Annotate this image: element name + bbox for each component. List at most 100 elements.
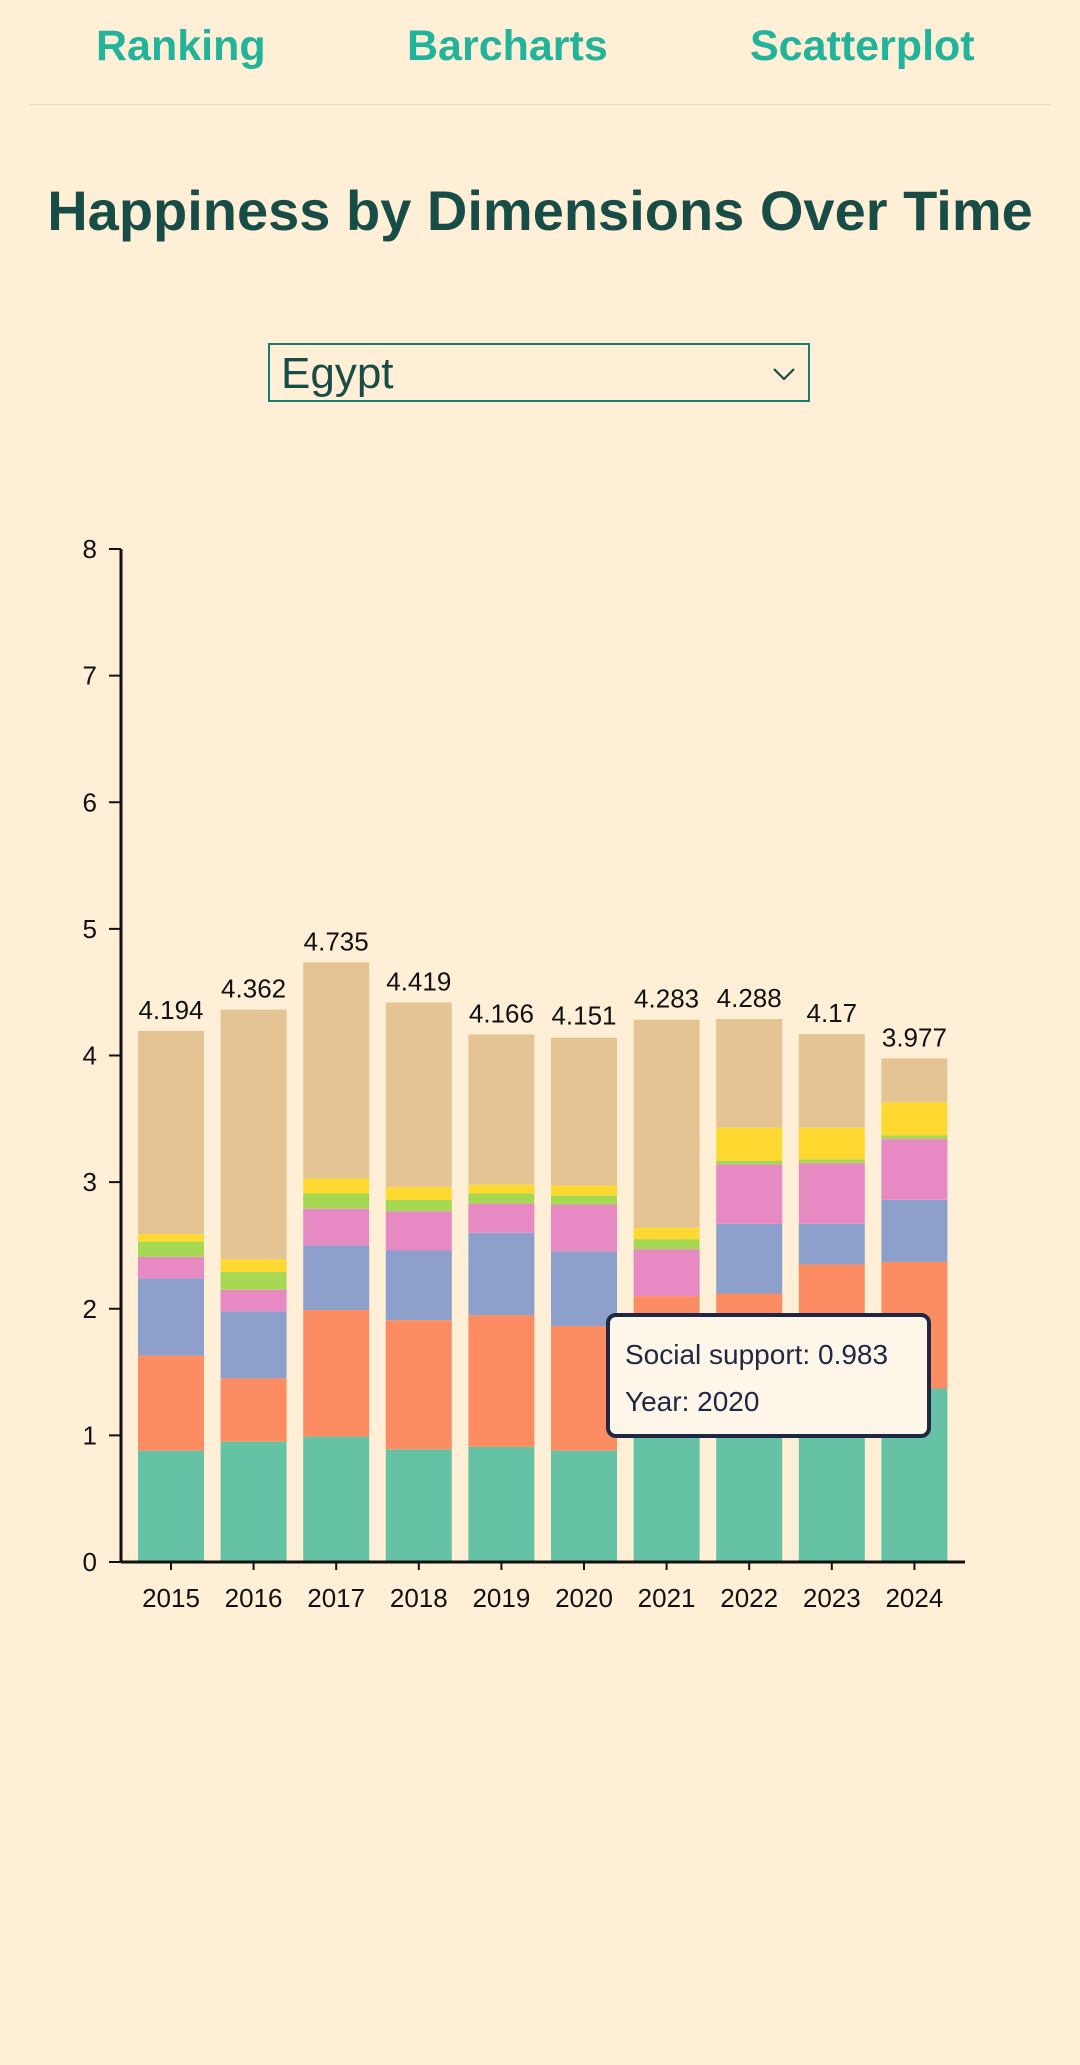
y-tick-label: 6 [83, 787, 97, 817]
bar-segment [303, 962, 370, 1179]
bar-segment [138, 1355, 204, 1451]
bar-segment [551, 1037, 617, 1186]
bar-segment [798, 1159, 865, 1164]
bar-segment [468, 1193, 535, 1204]
bar-segment [551, 1204, 617, 1252]
bar-segment [138, 1241, 204, 1257]
y-tick-label: 5 [83, 914, 97, 944]
bar-segment [881, 1135, 948, 1140]
bar-segment [881, 1102, 948, 1136]
stacked-bar-chart: 4.194 2 0 1 5 4.362 2016 4.735 2017 4.419 2018 4.16… [83, 534, 965, 1613]
bar-segment [716, 1160, 783, 1165]
bar-segment [468, 1184, 535, 1194]
bar-segment [303, 1193, 370, 1209]
bar-total-label: 4.17 [806, 998, 857, 1028]
y-tick-label: 8 [83, 534, 97, 564]
bar-segment [303, 1208, 370, 1246]
bar-segment [385, 1320, 452, 1450]
x-tick-label: 2022 [720, 1583, 778, 1613]
x-tick-label: 2023 [803, 1583, 861, 1613]
bar-segment [551, 1450, 617, 1562]
page-title: Happiness by Dimensions Over Time [47, 179, 1033, 242]
nav-scatterplot-link[interactable]: Scatterplot [750, 22, 975, 70]
bar-segment [220, 1289, 287, 1312]
bar-segment [633, 1239, 700, 1250]
bar-segment [798, 1223, 865, 1265]
bar-segment [798, 1127, 865, 1160]
bar-segment [633, 1227, 700, 1240]
bar-segment [303, 1310, 370, 1437]
bar-segment [220, 1009, 287, 1260]
country-select[interactable]: Egypt [268, 343, 810, 402]
bar-segment [220, 1441, 287, 1562]
bar-segment [385, 1449, 452, 1562]
x-tick-label: 2017 [307, 1583, 365, 1613]
bar-segment [138, 1234, 204, 1242]
bar-segment [468, 1203, 535, 1233]
bar-segment [716, 1164, 783, 1224]
bar-segment [716, 1019, 783, 1128]
bar-segment [716, 1127, 783, 1161]
y-tick-label: 2 [83, 1294, 97, 1324]
bar-segment [468, 1446, 535, 1562]
bar-segment [220, 1378, 287, 1442]
y-tick-label: 3 [83, 1167, 97, 1197]
bar-total-label: 4.419 [386, 966, 451, 996]
bar-segment [551, 1195, 617, 1205]
bar-total-label: 4.283 [634, 984, 699, 1014]
x-tick-label: 2016 [225, 1583, 283, 1613]
bar-segment [881, 1199, 948, 1262]
bar-total-label: 4.288 [717, 983, 782, 1013]
bar-total-label: 4.362 [221, 974, 286, 1004]
bar-total-label: 4.194 [138, 995, 203, 1025]
bar-segment [138, 1450, 204, 1562]
x-tick-label: 2019 [472, 1583, 530, 1613]
bar-segment [716, 1223, 783, 1294]
bar-segment [220, 1311, 287, 1379]
bar-segment [385, 1211, 452, 1251]
bar-segment [551, 1251, 617, 1327]
y-tick-label: 4 [83, 1041, 97, 1071]
x-tick-label: 2020 [555, 1583, 613, 1613]
bar-segment [385, 1199, 452, 1212]
top-nav: Ranking Barcharts Scatterplot [29, 0, 1051, 105]
bar-segment [468, 1034, 535, 1185]
bar-segment [303, 1245, 370, 1311]
bar-segment [220, 1272, 287, 1290]
bar-segment [138, 1030, 204, 1235]
bar-segment [138, 1278, 204, 1356]
bar-segment [881, 1139, 948, 1200]
bar-segment [220, 1259, 287, 1273]
bar-segment [468, 1232, 535, 1316]
chart-tooltip: Social support: 0.983 Year: 2020 [606, 1313, 931, 1438]
bar-total-label: 3.977 [882, 1022, 947, 1052]
bar-segment [303, 1178, 370, 1194]
bar-segment [385, 1002, 452, 1188]
country-select-value: Egypt [281, 349, 394, 398]
x-tick-label: 2021 [638, 1583, 696, 1613]
bar-segment [303, 1436, 370, 1562]
tooltip-year: Year: 2020 [625, 1386, 760, 1417]
bar-total-label: 4.166 [469, 998, 534, 1028]
nav-barcharts-link[interactable]: Barcharts [407, 22, 608, 70]
bar-segment [633, 1416, 700, 1562]
nav-ranking-link[interactable]: Ranking [96, 22, 266, 70]
bar-total-label: 4.151 [551, 1000, 616, 1030]
chevron-down-icon [773, 368, 795, 381]
bar-segment [633, 1019, 700, 1228]
bar-segment [138, 1256, 204, 1279]
bar-total-label: 4.735 [304, 926, 369, 956]
bar-segment [881, 1058, 948, 1103]
x-tick-label: 2024 [885, 1583, 943, 1613]
bar-segment [798, 1033, 865, 1128]
x-tick-label: 2018 [390, 1583, 448, 1613]
tooltip-value: Social support: 0.983 [625, 1339, 889, 1370]
y-tick-label: 1 [83, 1420, 97, 1450]
bar-segment [385, 1250, 452, 1321]
y-tick-label: 0 [83, 1547, 97, 1577]
bar-segment [633, 1249, 700, 1297]
bar-segment [798, 1163, 865, 1224]
y-tick-label: 7 [83, 661, 97, 691]
bar-segment [551, 1185, 617, 1196]
bar-segment [385, 1187, 452, 1200]
